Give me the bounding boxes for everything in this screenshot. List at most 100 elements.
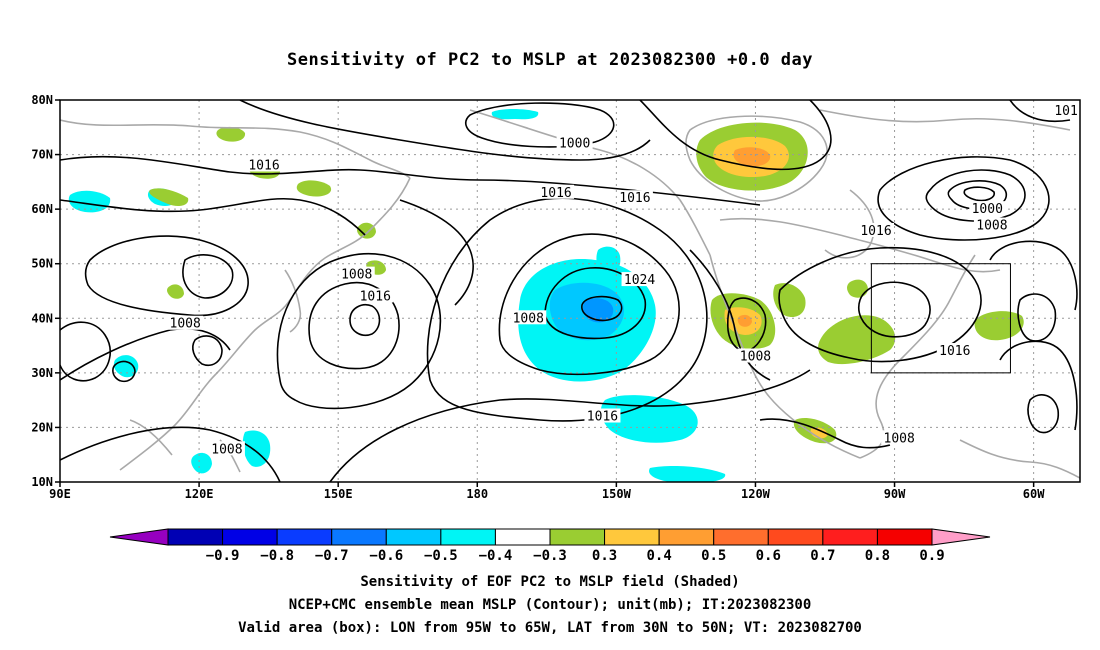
coast-hudson-bay (824, 189, 875, 259)
colorbar-label: 0.5 (701, 548, 726, 564)
shade-pos-alaska (357, 222, 376, 239)
coast-west-na (709, 254, 861, 459)
lat-tick-label: 50N (31, 257, 53, 271)
colorbar-swatch (822, 528, 878, 546)
colorbar-swatch (767, 528, 824, 546)
colorbar-label: 0.4 (646, 548, 671, 564)
lon-tick-label: 90W (884, 487, 906, 501)
shade-neg-north-pacific (596, 246, 621, 275)
contour-1016-east-us-inner (858, 281, 931, 338)
contour-label-bg (616, 190, 653, 205)
shade-neg-china-sea (113, 355, 139, 378)
contour-1016-atlantic-south (999, 340, 1078, 431)
coast-east-asia (119, 177, 411, 471)
colorbar-swatch (222, 528, 278, 546)
colorbar-label: 0.3 (592, 548, 617, 564)
contour-label: 1000 (559, 137, 590, 152)
colorbar-swatch (440, 528, 496, 546)
colorbar-swatch (604, 528, 660, 546)
contour-label: 1008 (740, 349, 771, 364)
colorbar-swatch (549, 528, 606, 546)
shade-neg-south-pacific (600, 395, 698, 443)
contour-label-bg (936, 343, 973, 358)
contour-label: 1016 (360, 289, 391, 304)
contour-1016-sw-pacific-inner (112, 360, 136, 383)
contour-label: 1008 (211, 442, 242, 457)
shade-pos-siberia-3 (296, 180, 332, 197)
colorbar-max-triangle (931, 528, 991, 546)
lon-tick-label: 60W (1023, 487, 1045, 501)
contour-label-bg (881, 430, 918, 445)
colorbar-swatch (713, 528, 769, 546)
colorbar-label: −0.9 (206, 548, 240, 564)
contour-1024-high-outer (426, 197, 708, 422)
coast-north-asia (60, 119, 411, 179)
valid-area-box (870, 263, 1011, 374)
contour-1016-west-pacific-core (349, 304, 381, 336)
contour-1016-china (192, 335, 223, 366)
shade-neg-bering (491, 109, 539, 120)
colorbar-swatch (276, 528, 333, 546)
colorbar-label: 0.8 (865, 548, 890, 564)
colorbar-swatch (331, 528, 387, 546)
contour-label: 1016 (587, 410, 618, 425)
colorbar-label: −0.7 (315, 548, 349, 564)
contour-label-bg (246, 157, 282, 172)
shade-neg-west-asia (68, 190, 111, 213)
shade-neg-central-pacific-inner (583, 298, 614, 323)
lat-tick-label: 40N (31, 311, 53, 325)
shade-pos-siberia-4 (149, 188, 189, 206)
coast-south-america (959, 439, 1080, 479)
coast-japan (284, 269, 302, 333)
plot-frame (59, 99, 1081, 483)
contour-label: 1016 (619, 191, 650, 206)
contour-1016-atlantic-south-2 (1027, 394, 1060, 434)
footer-line-3: Valid area (box): LON from 95W to 65W, L… (238, 620, 862, 636)
shade-pos-asia (167, 284, 184, 299)
colorbar-label: −0.3 (533, 548, 567, 564)
shade-pos-west-us-orange (737, 314, 752, 327)
coast-alaska (469, 109, 711, 256)
contour-label: 1016 (939, 344, 970, 359)
lat-axis: 80N 70N 60N 50N 40N 30N 20N 10N (31, 93, 60, 489)
contour-label-bg (621, 272, 658, 287)
lon-tick-label: 150E (324, 487, 353, 501)
contour-1016-sw-pacific (60, 321, 111, 382)
contour-1024-high-mid (498, 233, 680, 376)
colorbar-label: −0.6 (369, 548, 403, 564)
contour-1024-high-inner (544, 267, 647, 340)
contour-label-bg (584, 408, 621, 423)
contour-101-arctic (1009, 100, 1071, 123)
contour-1008-atlantic (989, 240, 1078, 311)
contour-1008-se-asia (60, 426, 281, 482)
contour-label: 1016 (248, 158, 279, 173)
map-title: Sensitivity of PC2 to MSLP at 2023082300… (286, 50, 813, 70)
contour-label: 1000 (972, 202, 1003, 217)
contour-1008-north (239, 100, 651, 161)
contour-label: 1008 (976, 219, 1007, 234)
colorbar: −0.9 −0.8 −0.7 −0.6 −0.5 −0.4 −0.3 0.3 0.4 0.5 0.6… (109, 528, 991, 564)
contour-label-bg (858, 222, 894, 237)
contour-atlantic-low-outer (877, 156, 1050, 241)
contour-label: 1024 (624, 273, 655, 288)
footer-line-1: Sensitivity of EOF PC2 to MSLP field (Sh… (360, 574, 740, 590)
contour-1008-atlantic-2 (1017, 293, 1057, 342)
contour-1008-asia-inner (182, 254, 234, 299)
lat-tick-label: 60N (31, 202, 53, 216)
contour-1008-asia (84, 235, 249, 317)
shade-pos-plains (818, 315, 896, 365)
contour-label-bg (338, 266, 375, 281)
grid-lines (60, 100, 1080, 482)
contour-label-bg (167, 315, 204, 330)
contour-1008-north-asia (60, 197, 366, 236)
contour-label: 1016 (540, 186, 571, 201)
contour-label-bg (357, 288, 394, 303)
contour-label-bg (208, 441, 245, 456)
footer-line-2: NCEP+CMC ensemble mean MSLP (Contour); u… (288, 597, 812, 613)
colorbar-swatch (658, 528, 715, 546)
lon-tick-label: 90E (49, 487, 71, 501)
shade-pos-atlantic (974, 311, 1024, 341)
shade-neg-se-asia (191, 452, 212, 474)
contour-label-bg (510, 310, 547, 325)
